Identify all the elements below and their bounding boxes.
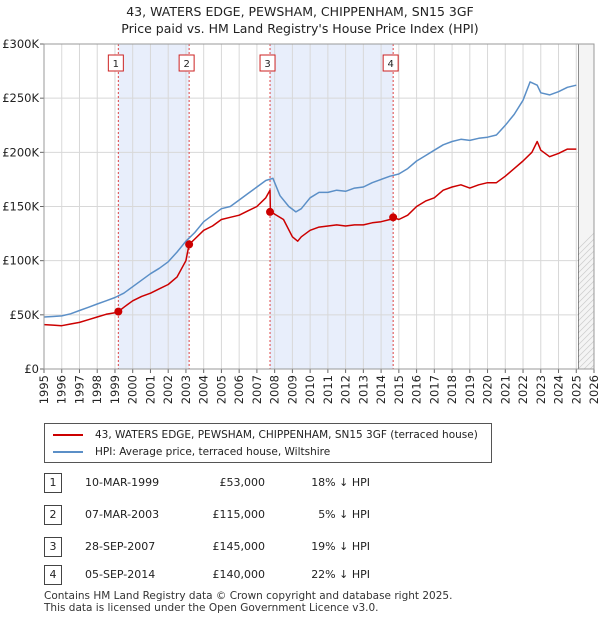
y-tick-label: £150K <box>2 200 39 214</box>
sale-points <box>114 207 398 316</box>
x-tick-label: 2012 <box>339 375 353 404</box>
legend-item-hpi: HPI: Average price, terraced house, Wilt… <box>53 444 330 460</box>
hatch-line <box>596 44 600 369</box>
sale-marker-box-4 <box>382 54 399 72</box>
x-tick-label: 2010 <box>303 375 317 404</box>
y-axis-ticks: £0 £50K £100K £150K £200K £250K £300K <box>2 37 44 376</box>
sale-marker-label-2: 2 <box>183 59 189 70</box>
x-tick-label: 2004 <box>197 375 211 404</box>
x-tick-label: 2016 <box>410 375 424 404</box>
transaction-price: £140,000 <box>212 568 266 581</box>
legend-swatch-hpi <box>53 451 83 453</box>
x-tick-label: 2009 <box>285 375 299 404</box>
y-tick-label: £300K <box>2 37 39 51</box>
sale-point-2 <box>185 240 194 249</box>
transaction-date: 10-MAR-1999 <box>85 476 160 489</box>
hpi-line <box>43 81 577 318</box>
x-tick-label: 2006 <box>232 375 246 404</box>
x-tick-label: 2007 <box>250 375 264 404</box>
transaction-hpi: 22% ↓ HPI <box>311 568 370 581</box>
sale-marker-label-3: 3 <box>264 59 270 70</box>
y-tick-label: £0 <box>24 362 39 376</box>
transaction-hpi: 19% ↓ HPI <box>311 540 370 553</box>
transaction-price: £145,000 <box>212 540 266 553</box>
x-tick-label: 2017 <box>427 375 441 404</box>
legend-label-hpi: HPI: Average price, terraced house, Wilt… <box>95 446 331 458</box>
x-tick-label: 1998 <box>90 375 104 404</box>
x-tick-label: 2026 <box>587 375 600 404</box>
x-tick-label: 1996 <box>55 375 69 404</box>
x-tick-label: 2014 <box>374 375 388 404</box>
x-tick-label: 2021 <box>498 375 512 404</box>
sale-point-3 <box>266 207 275 216</box>
y-tick-label: £200K <box>2 145 39 159</box>
transaction-hpi: 18% ↓ HPI <box>311 476 370 489</box>
transaction-number: 4 <box>44 565 62 585</box>
sale-marker-label-4: 4 <box>387 59 393 70</box>
chart-title-line2: Price paid vs. HM Land Registry's House … <box>121 21 479 36</box>
footer-licence: This data is licensed under the Open Gov… <box>44 602 379 614</box>
footer: Contains HM Land Registry data © Crown c… <box>44 590 452 614</box>
future-region <box>578 44 594 369</box>
x-tick-label: 2000 <box>126 375 140 404</box>
transaction-price: £53,000 <box>219 476 266 489</box>
x-tick-label: 2024 <box>552 375 566 404</box>
x-tick-label: 2020 <box>481 375 495 404</box>
price-chart: 1 2 3 4 £0 £50K £100K £150K £200K £250K £300K 199… <box>2 37 600 404</box>
hatch-line <box>578 304 595 322</box>
x-tick-label: 1995 <box>37 375 51 404</box>
x-tick-label: 2008 <box>268 375 282 404</box>
x-tick-label: 2001 <box>143 375 157 404</box>
plot-frame <box>43 43 595 370</box>
x-tick-label: 2019 <box>463 375 477 404</box>
y-tick-label: £50K <box>10 308 40 322</box>
x-tick-label: 2023 <box>534 375 548 404</box>
chart-title-line1: 43, WATERS EDGE, PEWSHAM, CHIPPENHAM, SN… <box>126 4 474 19</box>
y-tick-label: £250K <box>2 91 39 105</box>
x-tick-label: 2025 <box>569 375 583 404</box>
legend: 43, WATERS EDGE, PEWSHAM, CHIPPENHAM, SN… <box>44 423 492 463</box>
x-tick-label: 1999 <box>108 375 122 404</box>
x-tick-label: 2005 <box>214 375 228 404</box>
transaction-date: 05-SEP-2014 <box>85 568 156 581</box>
chart-title: 43, WATERS EDGE, PEWSHAM, CHIPPENHAM, SN… <box>0 3 600 37</box>
hatch-line <box>578 310 595 328</box>
sale-marker-box-2 <box>178 54 195 72</box>
x-tick-label: 1997 <box>72 375 86 404</box>
legend-swatch-property <box>53 434 83 436</box>
transaction-date: 07-MAR-2003 <box>85 508 160 521</box>
transaction-number: 3 <box>44 537 62 557</box>
transaction-price: £115,000 <box>212 508 266 521</box>
sale-marker-box-1 <box>107 54 124 72</box>
x-axis-ticks: 1995 1996 1997 1998 1999 2000 2001 2002 2003 2004… <box>37 369 600 404</box>
x-tick-label: 2002 <box>161 375 175 404</box>
x-tick-label: 2022 <box>516 375 530 404</box>
legend-label-property: 43, WATERS EDGE, PEWSHAM, CHIPPENHAM, SN… <box>95 429 478 441</box>
transaction-hpi: 5% ↓ HPI <box>318 508 370 521</box>
sale-marker-label-1: 1 <box>113 59 119 70</box>
sale-point-1 <box>114 307 123 316</box>
transaction-number: 1 <box>44 473 62 493</box>
transaction-number: 2 <box>44 505 62 525</box>
footer-copyright: Contains HM Land Registry data © Crown c… <box>44 590 453 602</box>
future-hatch <box>578 44 600 369</box>
sale-point-4 <box>389 213 398 222</box>
y-tick-label: £100K <box>2 254 39 268</box>
legend-item-property: 43, WATERS EDGE, PEWSHAM, CHIPPENHAM, SN… <box>53 427 478 443</box>
transaction-date: 28-SEP-2007 <box>85 540 156 553</box>
x-tick-label: 2015 <box>392 375 406 404</box>
x-tick-label: 2003 <box>179 375 193 404</box>
sale-marker-box-3 <box>259 54 276 72</box>
sale-marker-boxes: 1 2 3 4 <box>107 54 399 72</box>
x-tick-label: 2011 <box>321 375 335 404</box>
x-tick-label: 2018 <box>445 375 459 404</box>
x-tick-label: 2013 <box>356 375 370 404</box>
series-lines <box>43 81 577 327</box>
property-price-line <box>43 140 577 327</box>
